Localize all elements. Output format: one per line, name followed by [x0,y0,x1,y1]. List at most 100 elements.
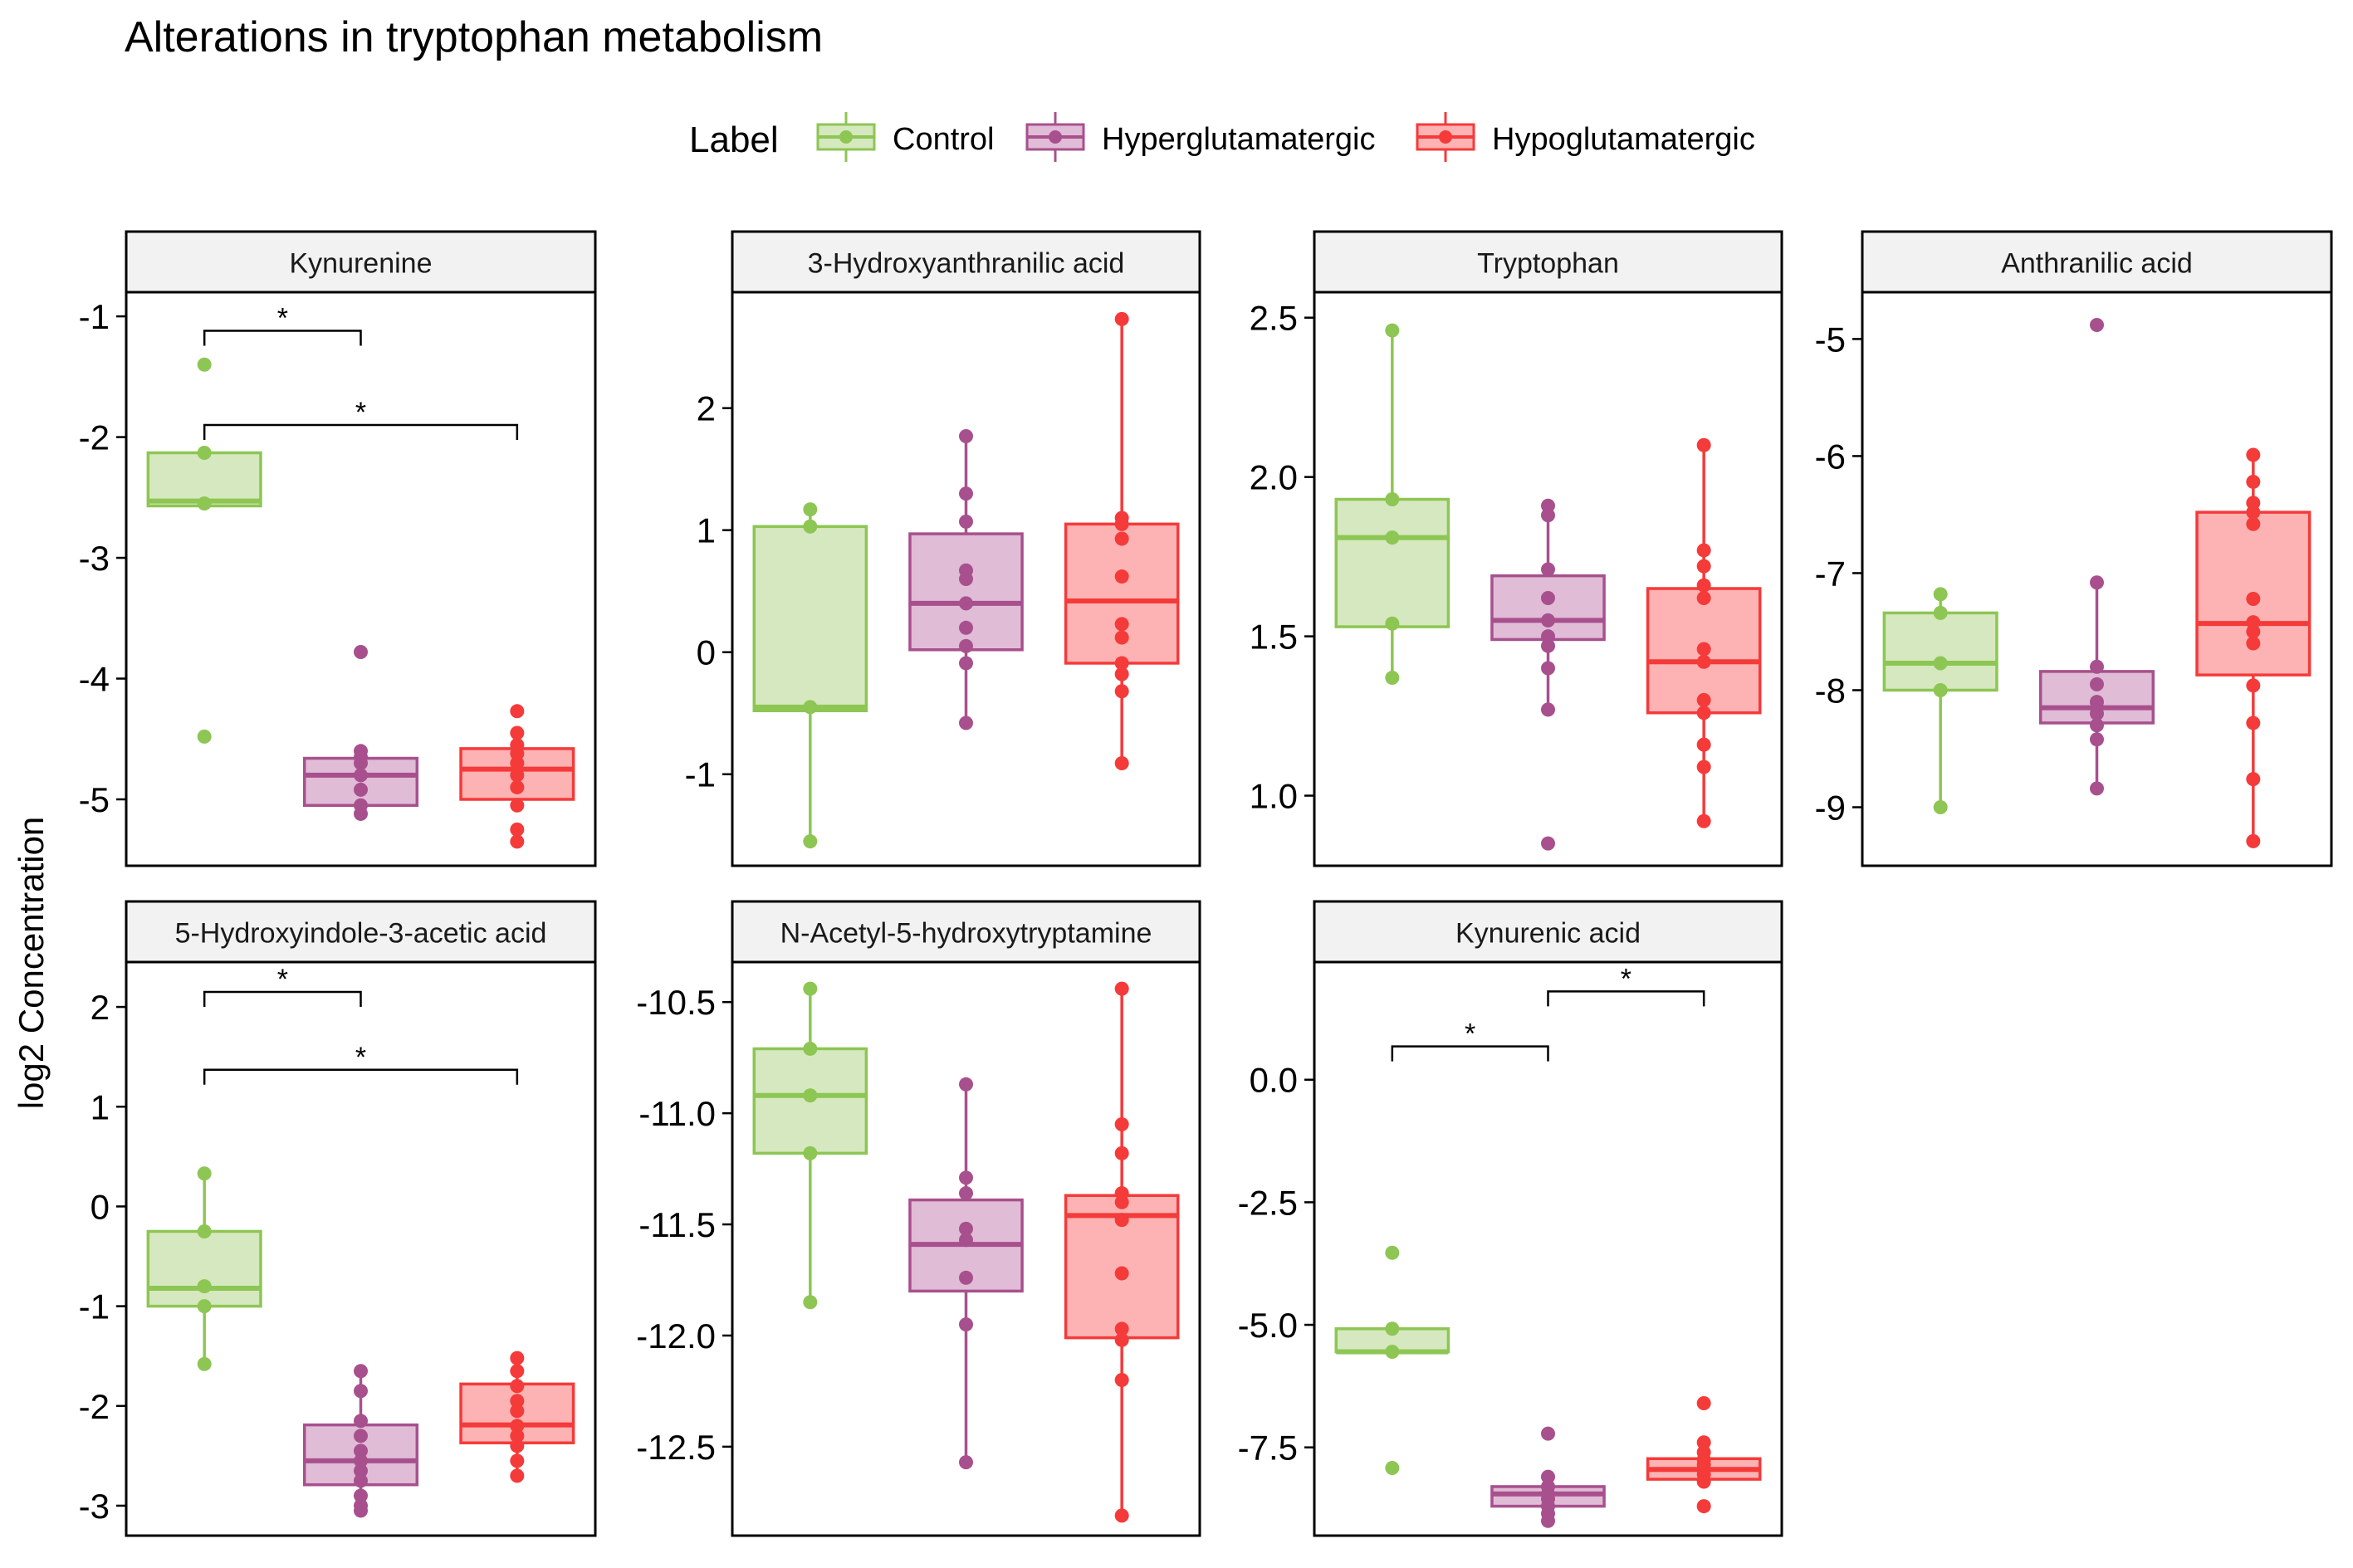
panel-border-kynurenic-acid [1313,960,1783,1537]
data-point-hypoglutamatergic [1114,1213,1129,1228]
y-tick-label: 2 [90,988,110,1027]
data-point-hypoglutamatergic [510,1439,525,1453]
data-point-hypoglutamatergic [510,704,525,719]
data-point-control [197,729,212,744]
data-point-hypoglutamatergic [510,1404,525,1419]
data-point-hypoglutamatergic [2246,447,2261,462]
data-point-hyperglutamatergic [2090,659,2104,674]
box-hypoglutamatergic [1064,522,1180,665]
data-point-control [803,1145,818,1160]
box-control [146,1229,262,1308]
data-point-control [197,1279,212,1294]
y-tick-label: -4 [79,660,110,699]
data-point-hypoglutamatergic [1114,1194,1129,1209]
data-point-hypoglutamatergic [510,1468,525,1483]
data-point-hyperglutamatergic [1541,1469,1555,1484]
y-tick-label: -7 [1815,554,1846,593]
panel-border-kynurenine [125,291,597,867]
data-point-hyperglutamatergic [2090,718,2104,733]
legend-label-hypoglutamatergic: Hypoglutamatergic [1492,122,1755,157]
data-point-hyperglutamatergic [354,1473,368,1488]
legend: Label Control Hyperglutamatergic Hypogluta… [689,112,1755,162]
panel-strip-label-anthranilic-acid: Anthranilic acid [2001,248,2193,280]
panel-strip-3-hydroxyanthranilic-acid [731,230,1201,294]
data-point-hypoglutamatergic [1114,1332,1129,1347]
significance-bracket [203,990,362,1008]
data-point-hyperglutamatergic [959,1170,973,1185]
data-point-control [803,700,818,715]
data-point-hypoglutamatergic [1696,591,1711,606]
data-point-hypoglutamatergic [1114,684,1129,699]
data-point-hypoglutamatergic [2246,624,2261,639]
data-point-hyperglutamatergic [2090,575,2104,590]
data-point-hypoglutamatergic [510,768,525,783]
y-tick-label: -11.5 [638,1205,716,1244]
panel-strip-label-n-acetyl-5-hydroxytryptamine: N-Acetyl-5-hydroxytryptamine [780,918,1152,950]
data-point-hyperglutamatergic [959,716,973,730]
y-tick-label: -5 [1815,320,1846,359]
data-point-hyperglutamatergic [2090,732,2104,747]
data-point-hyperglutamatergic [959,1270,973,1285]
y-tick-label: -12.5 [636,1428,716,1467]
data-point-hyperglutamatergic [2090,706,2104,721]
y-tick-label: -7.5 [1238,1429,1298,1468]
data-point-control [197,1224,212,1238]
data-point-control [803,1088,818,1103]
significance-bracket [203,330,362,346]
significance-label: * [277,964,288,995]
data-point-hypoglutamatergic [1114,617,1129,632]
data-point-hypoglutamatergic [1696,813,1711,828]
legend-title: Label [689,120,779,160]
data-point-control [1385,1321,1400,1336]
data-point-hypoglutamatergic [2246,716,2261,730]
significance-label: * [1465,1018,1475,1050]
y-tick-label: -1 [79,1287,110,1326]
y-tick-label: -1 [79,297,110,336]
data-point-hypoglutamatergic [1114,569,1129,584]
data-point-hypoglutamatergic [1696,559,1711,574]
data-point-hyperglutamatergic [354,1463,368,1478]
data-point-hypoglutamatergic [1696,1499,1711,1514]
y-tick-label: 0 [90,1187,110,1226]
data-point-hypoglutamatergic [1114,1508,1129,1523]
data-point-hyperglutamatergic [1541,508,1555,523]
data-point-hyperglutamatergic [959,572,973,586]
data-point-control [1385,1460,1400,1475]
data-point-control [803,502,818,517]
data-point-control [1933,605,1948,620]
data-point-hyperglutamatergic [354,806,368,821]
data-point-hyperglutamatergic [354,768,368,783]
panel-strip-n-acetyl-5-hydroxytryptamine [731,900,1201,964]
data-point-hypoglutamatergic [1114,667,1129,681]
data-point-hypoglutamatergic [510,755,525,770]
significance-bracket [203,423,519,441]
box-control [752,525,868,713]
legend-key-point-hyperglutamatergic [1049,130,1062,144]
panel-5-hydroxyindole-3-acetic-acid: 5-Hydroxyindole-3-acetic acid 2 1 0 -1 -2 -3 * * [79,900,597,1537]
data-point-hypoglutamatergic [2246,772,2261,787]
box-control [1334,497,1450,628]
data-point-hyperglutamatergic [2090,677,2104,691]
data-point-hypoglutamatergic [1696,642,1711,657]
data-point-hyperglutamatergic [959,1221,973,1236]
data-point-hyperglutamatergic [959,1186,973,1201]
data-point-hypoglutamatergic [2246,516,2261,531]
data-point-hypoglutamatergic [1114,531,1129,546]
y-tick-label: -2.5 [1238,1183,1298,1222]
panel-strip-5-hydroxyindole-3-acetic-acid [125,900,597,964]
panel-anthranilic-acid: Anthranilic acid -5 -6 -7 -8 -9 [1815,230,2333,867]
panel-strip-label-5-hydroxyindole-3-acetic-acid: 5-Hydroxyindole-3-acetic acid [175,918,547,950]
data-point-hyperglutamatergic [1541,1426,1555,1441]
panel-strip-kynurenine [125,230,597,294]
data-point-control [1385,530,1400,545]
significance-bracket [1391,1045,1549,1062]
significance-bracket [203,1068,519,1085]
y-tick-label: 1.5 [1250,618,1298,657]
data-point-hyperglutamatergic [959,514,973,529]
data-point-hyperglutamatergic [959,596,973,611]
data-point-control [803,1041,818,1056]
data-point-hypoglutamatergic [1696,543,1711,558]
data-point-hypoglutamatergic [1696,692,1711,707]
legend-label-hyperglutamatergic: Hyperglutamatergic [1102,122,1375,157]
